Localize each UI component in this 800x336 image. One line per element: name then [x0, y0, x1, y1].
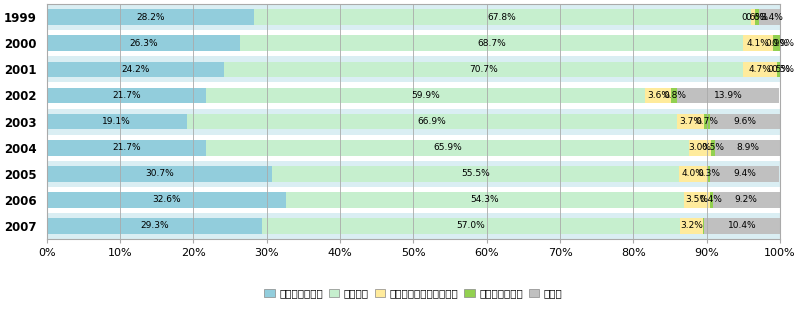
- Bar: [743, 36, 774, 51]
- Bar: [46, 4, 780, 30]
- Text: 0.4%: 0.4%: [700, 195, 722, 204]
- Bar: [708, 166, 710, 181]
- Text: 9.6%: 9.6%: [734, 117, 756, 126]
- Bar: [46, 109, 780, 135]
- Text: 9.2%: 9.2%: [735, 195, 758, 204]
- Bar: [684, 192, 710, 208]
- Text: 55.5%: 55.5%: [461, 169, 490, 178]
- Text: 0.7%: 0.7%: [695, 117, 718, 126]
- Text: 8.9%: 8.9%: [736, 143, 759, 152]
- Bar: [187, 114, 678, 129]
- Text: 30.7%: 30.7%: [145, 169, 174, 178]
- Bar: [755, 9, 759, 25]
- Text: 54.3%: 54.3%: [470, 195, 499, 204]
- Text: 19.1%: 19.1%: [102, 117, 131, 126]
- Bar: [679, 218, 703, 234]
- Bar: [645, 88, 671, 103]
- Text: 0.3%: 0.3%: [698, 169, 721, 178]
- Bar: [262, 218, 679, 234]
- Text: 32.6%: 32.6%: [152, 195, 181, 204]
- Bar: [46, 187, 780, 213]
- Bar: [711, 140, 714, 156]
- Text: 21.7%: 21.7%: [112, 143, 141, 152]
- Text: 0.5%: 0.5%: [702, 143, 725, 152]
- Text: 13.9%: 13.9%: [714, 91, 742, 100]
- Bar: [774, 36, 780, 51]
- Bar: [679, 166, 708, 181]
- Bar: [742, 61, 777, 77]
- Bar: [46, 213, 780, 239]
- Text: 0.9%: 0.9%: [772, 39, 795, 48]
- Bar: [46, 36, 240, 51]
- Bar: [704, 218, 780, 234]
- Bar: [750, 9, 755, 25]
- Bar: [46, 218, 262, 234]
- Bar: [46, 30, 780, 56]
- Bar: [272, 166, 679, 181]
- Text: 59.9%: 59.9%: [411, 91, 440, 100]
- Bar: [206, 140, 689, 156]
- Text: 9.4%: 9.4%: [734, 169, 756, 178]
- Text: 0.8%: 0.8%: [663, 91, 686, 100]
- Bar: [46, 161, 780, 187]
- Bar: [678, 88, 779, 103]
- Text: 68.7%: 68.7%: [477, 39, 506, 48]
- Text: 57.0%: 57.0%: [456, 221, 485, 230]
- Text: 0.5%: 0.5%: [767, 65, 790, 74]
- Bar: [46, 166, 272, 181]
- Text: 3.6%: 3.6%: [647, 91, 670, 100]
- Bar: [689, 140, 711, 156]
- Bar: [46, 82, 780, 109]
- Text: 10.4%: 10.4%: [727, 221, 756, 230]
- Bar: [713, 192, 780, 208]
- Legend: 大変役に立った, よかった, あまり役に立たなかった, つまらなかった, 未記入: 大変役に立った, よかった, あまり役に立たなかった, つまらなかった, 未記入: [262, 287, 565, 301]
- Bar: [671, 88, 678, 103]
- Bar: [240, 36, 743, 51]
- Bar: [254, 9, 750, 25]
- Text: 67.8%: 67.8%: [488, 13, 517, 22]
- Bar: [46, 88, 206, 103]
- Bar: [678, 114, 705, 129]
- Text: 4.0%: 4.0%: [682, 169, 705, 178]
- Bar: [46, 9, 254, 25]
- Text: 3.2%: 3.2%: [680, 221, 702, 230]
- Bar: [286, 192, 684, 208]
- Text: 0.9%: 0.9%: [766, 39, 788, 48]
- Bar: [759, 9, 785, 25]
- Text: 3.4%: 3.4%: [761, 13, 783, 22]
- Text: 28.2%: 28.2%: [136, 13, 165, 22]
- Bar: [46, 61, 224, 77]
- Bar: [780, 36, 786, 51]
- Text: 26.3%: 26.3%: [129, 39, 158, 48]
- Bar: [710, 192, 713, 208]
- Bar: [714, 140, 780, 156]
- Bar: [206, 88, 645, 103]
- Text: 3.7%: 3.7%: [679, 117, 702, 126]
- Bar: [781, 61, 785, 77]
- Text: 21.7%: 21.7%: [112, 91, 141, 100]
- Bar: [224, 61, 742, 77]
- Text: 70.7%: 70.7%: [469, 65, 498, 74]
- Bar: [46, 114, 187, 129]
- Bar: [46, 192, 286, 208]
- Bar: [710, 166, 779, 181]
- Text: 65.9%: 65.9%: [433, 143, 462, 152]
- Bar: [710, 114, 780, 129]
- Text: 24.2%: 24.2%: [122, 65, 150, 74]
- Bar: [46, 140, 206, 156]
- Text: 0.6%: 0.6%: [746, 13, 769, 22]
- Bar: [705, 114, 710, 129]
- Bar: [46, 56, 780, 82]
- Text: 4.1%: 4.1%: [747, 39, 770, 48]
- Text: 3.0%: 3.0%: [689, 143, 711, 152]
- Text: 0.5%: 0.5%: [771, 65, 794, 74]
- Text: 3.5%: 3.5%: [686, 195, 708, 204]
- Bar: [777, 61, 781, 77]
- Text: 0.6%: 0.6%: [742, 13, 764, 22]
- Text: 66.9%: 66.9%: [418, 117, 446, 126]
- Text: 29.3%: 29.3%: [140, 221, 169, 230]
- Bar: [46, 135, 780, 161]
- Text: 4.7%: 4.7%: [749, 65, 771, 74]
